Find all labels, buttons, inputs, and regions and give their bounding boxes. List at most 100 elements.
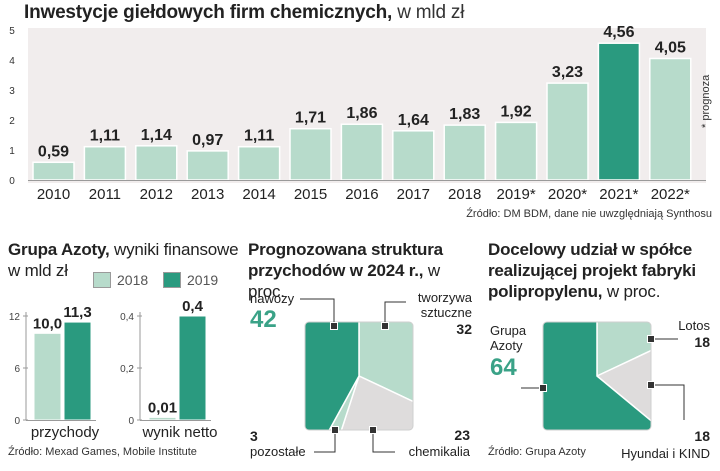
y-tick-label: 4 (9, 56, 15, 67)
data-label: 1,11 (244, 128, 274, 145)
leader-tworzywa (384, 301, 406, 326)
pie-frame (542, 321, 652, 431)
slice-tworzywa-sztuczne (358, 322, 413, 412)
bar-2016 (340, 123, 384, 181)
share-title-line3-light: w proc. (606, 282, 661, 301)
x-tick-label: 2013 (191, 186, 224, 203)
marker-lotos (647, 335, 655, 343)
leader-pozostale (314, 430, 336, 453)
data-label: 4,56 (603, 24, 634, 41)
azoty-title-bold: Grupa Azoty, (8, 240, 110, 259)
data-label: 0,59 (38, 143, 69, 160)
value-grupa-azoty: 64 (490, 354, 517, 381)
label-pozostale: pozostałe (250, 444, 306, 459)
bar-2021-forecast (597, 42, 641, 181)
bar-2011 (83, 145, 127, 181)
forecast-note: * prognoza (700, 74, 712, 128)
category-label: przychody (31, 424, 100, 441)
bar-2018 (443, 124, 486, 181)
value-chemikalia: 23 (454, 427, 470, 443)
x-tick-label: 2018 (448, 186, 481, 203)
share-title-line3-bold: polipropylenu, (488, 282, 603, 301)
x-tick-label: 2012 (140, 186, 173, 203)
label-tworzywa-line1: tworzywa (418, 290, 473, 305)
value-hyundai: 18 (694, 428, 710, 444)
data-label: 0,97 (192, 132, 223, 149)
main-chart-title: Inwestycje giełdowych firm chemicznych, … (24, 2, 464, 24)
main-chart-title-bold: Inwestycje giełdowych firm chemicznych, (24, 2, 393, 23)
slice-Lotos (596, 322, 651, 378)
bar-2017 (392, 130, 435, 181)
legend-label-2019: 2019 (187, 272, 219, 288)
azoty-title-line2: w mld zł (8, 261, 68, 280)
bar-2022-forecast (649, 57, 692, 181)
slice-nawozy (305, 322, 360, 430)
data-label: 1,14 (141, 127, 172, 144)
data-label: 11,3 (63, 304, 91, 321)
label-nawozy: nawozy (250, 291, 295, 306)
marker-grupa-azoty (539, 384, 547, 392)
data-label: 0,4 (182, 298, 204, 315)
value-tworzywa: 32 (456, 321, 472, 337)
label-grupa-azoty-line1: Grupa (490, 323, 527, 338)
y-tick-label: 3 (9, 86, 15, 97)
y-tick-label: 1 (9, 146, 15, 157)
bar-wynik-netto-2019 (178, 315, 207, 421)
share-title: Docelowy udział w spółce realizującej pr… (488, 239, 720, 302)
data-label: 4,05 (655, 40, 686, 57)
x-tick-label: 2010 (37, 186, 70, 203)
x-tick-label: 2020* (548, 186, 587, 203)
azoty-source: Źródło: Mexad Games, Mobile Institute (8, 446, 197, 458)
data-label: 0,01 (148, 399, 177, 416)
share-title-line2: realizującej projekt fabryki (488, 261, 696, 280)
marker-hyundai (647, 381, 655, 389)
data-label: 1,71 (295, 110, 326, 127)
slice-Grupa-Azoty (543, 322, 651, 430)
marker-nawozy (330, 322, 338, 330)
bar-przychody-2019 (63, 321, 92, 421)
y-tick-label: 2 (9, 116, 15, 127)
revenue-title-line2-bold: przychodów w 2024 r., (248, 261, 424, 280)
y-tick-label: 0,2 (120, 364, 134, 375)
x-tick-label: 2016 (345, 186, 378, 203)
y-tick-label: 6 (14, 364, 20, 375)
x-tick-label: 2014 (242, 186, 275, 203)
x-tick-label: 2011 (89, 186, 121, 203)
bar-2010 (32, 161, 75, 181)
main-bar-chart: 0 1 2 3 4 5 0,59 2010 1,11 2011 1,14 2012 0,97 2013 1,… (9, 24, 706, 203)
x-tick-label: 2019* (496, 186, 535, 203)
data-label: 1,86 (346, 105, 377, 122)
value-nawozy: 42 (250, 306, 277, 333)
revenue-title-line2-light: w proc. (248, 261, 440, 301)
bar-2019-forecast (494, 121, 538, 181)
azoty-title: Grupa Azoty, wyniki finansowe w mld zł (8, 239, 248, 281)
bar-wynik-netto-2018 (148, 416, 177, 421)
label-hyundai: Hyundai i KIND (621, 446, 710, 461)
marker-pozostale (331, 426, 339, 434)
bar-2014 (237, 145, 281, 181)
data-label: 3,23 (552, 64, 583, 81)
bar-2015 (289, 127, 332, 181)
legend-swatch-2018 (93, 272, 111, 288)
bar-2013 (186, 150, 229, 181)
category-label: wynik netto (141, 424, 217, 441)
bar-2012 (135, 145, 178, 181)
label-chemikalia: chemikalia (409, 444, 471, 459)
revenue-title: Prognozowana struktura przychodów w 2024… (248, 239, 478, 302)
data-label: 10,0 (33, 315, 62, 332)
azoty-bar-charts: 0 6 12 10,011,3 przychody 0 0,2 0,4 0,01 0,4 wynik… (9, 298, 218, 441)
x-tick-label: 2015 (294, 186, 327, 203)
y-tick-label: 0,4 (120, 312, 134, 323)
bar-przychody-2018 (33, 332, 62, 421)
x-tick-label: 2017 (397, 186, 430, 203)
y-tick-label: 5 (9, 26, 15, 37)
marker-chemikalia (369, 426, 377, 434)
legend-label-2018: 2018 (117, 272, 149, 288)
data-label: 1,92 (501, 103, 532, 120)
pie-frame (304, 321, 414, 431)
slice-Hyundai-i-KIND (595, 340, 651, 429)
main-chart-title-unit: w mld zł (397, 2, 465, 23)
data-label: 1,11 (90, 128, 120, 145)
